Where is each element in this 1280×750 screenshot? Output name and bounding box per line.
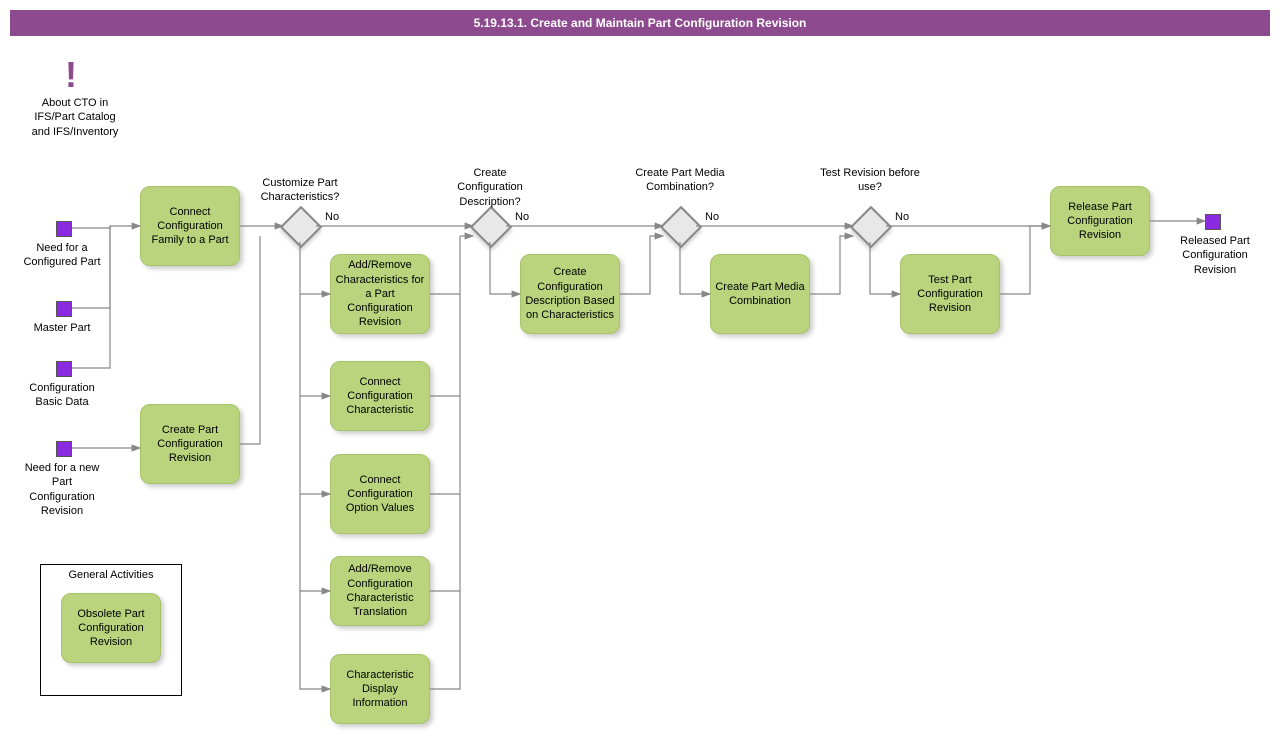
task-add-remove-char[interactable]: Add/Remove Characteristics for a Part Co… [330,254,430,334]
note-text: About CTO in IFS/Part Catalog and IFS/In… [30,96,120,139]
group-title: General Activities [41,565,181,585]
start-need-new-revision [56,441,72,457]
gw-no-1: No [325,211,339,223]
task-char-display-info[interactable]: Characteristic Display Information [330,654,430,724]
task-create-media[interactable]: Create Part Media Combination [710,254,810,334]
gw-no-2: No [515,211,529,223]
task-char-translation[interactable]: Add/Remove Configuration Characteristic … [330,556,430,626]
gateway-create-desc [470,206,512,248]
start-label-4: Need for a new Part Configuration Revisi… [22,461,102,518]
start-label-3: Configuration Basic Data [22,381,102,410]
gateway-customize-char [280,206,322,248]
task-create-desc[interactable]: Create Configuration Description Based o… [520,254,620,334]
gateway-create-media [660,206,702,248]
task-connect-option-values[interactable]: Connect Configuration Option Values [330,454,430,534]
arrows-layer [0,36,1280,736]
start-need-configured-part [56,221,72,237]
gw-label-4: Test Revision before use? [820,166,920,195]
flow-canvas: ! About CTO in IFS/Part Catalog and IFS/… [0,36,1280,736]
gw-label-2: Create Configuration Description? [440,166,540,209]
task-test-revision[interactable]: Test Part Configuration Revision [900,254,1000,334]
gateway-test-revision [850,206,892,248]
gw-label-3: Create Part Media Combination? [630,166,730,195]
gw-no-3: No [705,211,719,223]
start-config-basic-data [56,361,72,377]
note-icon: ! [65,54,77,96]
page-header: 5.19.13.1. Create and Maintain Part Conf… [10,10,1270,36]
end-label: Released Part Configuration Revision [1170,234,1260,277]
start-label-2: Master Part [22,321,102,335]
task-obsolete-revision[interactable]: Obsolete Part Configuration Revision [61,593,161,663]
group-general-activities: General Activities Obsolete Part Configu… [40,564,182,696]
end-released-revision [1205,214,1221,230]
task-connect-family[interactable]: Connect Configuration Family to a Part [140,186,240,266]
gw-no-4: No [895,211,909,223]
task-release-revision[interactable]: Release Part Configuration Revision [1050,186,1150,256]
gw-label-1: Customize Part Characteristics? [250,176,350,205]
start-label-1: Need for a Configured Part [22,241,102,270]
start-master-part [56,301,72,317]
task-connect-char[interactable]: Connect Configuration Characteristic [330,361,430,431]
task-create-revision[interactable]: Create Part Configuration Revision [140,404,240,484]
